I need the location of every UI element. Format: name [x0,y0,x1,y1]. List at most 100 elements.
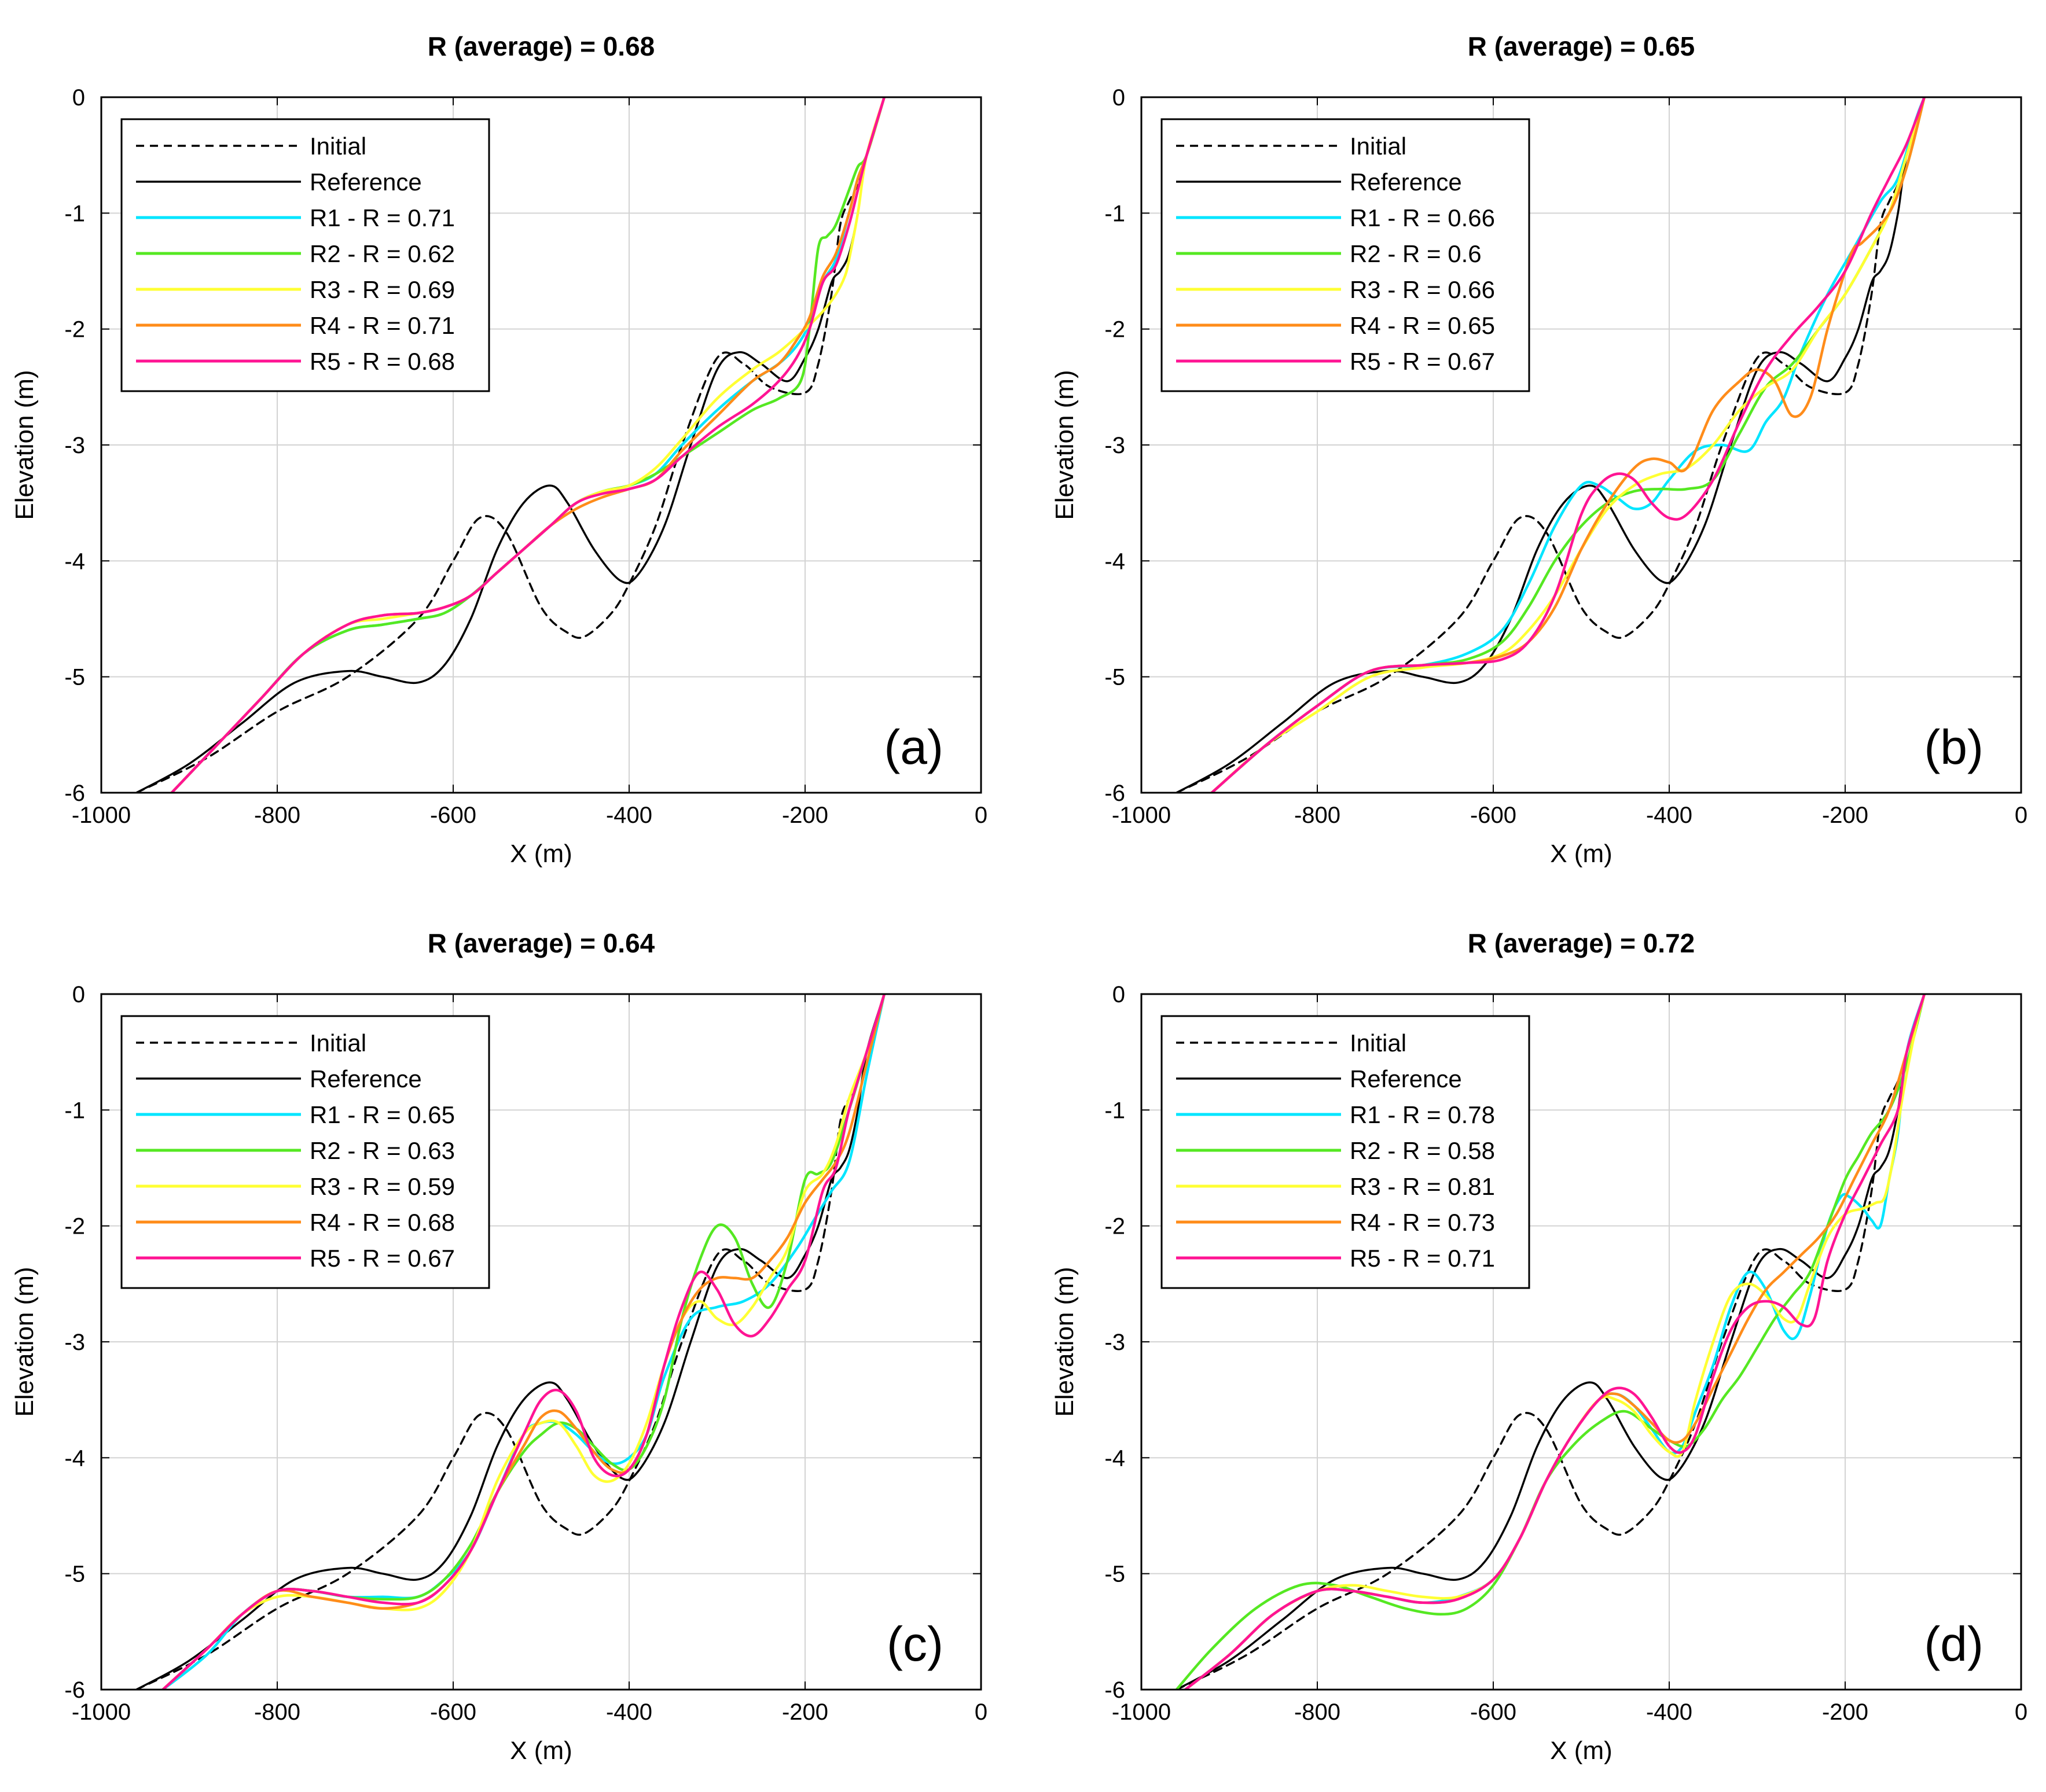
x-tick-label: -1000 [72,1699,131,1725]
y-tick-label: -6 [64,1677,85,1703]
y-tick-label: 0 [1112,982,1125,1007]
legend-label: R3 - R = 0.69 [310,276,455,303]
legend-label: R2 - R = 0.6 [1350,240,1482,267]
legend-label: R5 - R = 0.67 [310,1245,455,1272]
y-tick-label: -1 [64,201,85,226]
x-tick-label: -1000 [1112,803,1171,828]
legend-label: Initial [310,1029,366,1057]
legend-box [120,1015,490,1289]
x-tick-label: -1000 [72,803,131,828]
y-tick-label: -1 [1104,201,1125,226]
y-tick-label: -5 [64,1562,85,1587]
series-line-6 [161,994,886,1690]
series-lines [1176,97,1926,793]
legend-label: Reference [1350,1065,1462,1092]
x-tick-label: -1000 [1112,1699,1171,1725]
x-tick-label: -600 [1470,1699,1516,1725]
chart-title: R (average) = 0.68 [428,31,655,61]
y-tick-label: -4 [64,1445,85,1471]
chart-panel-d: -1000 -800 -600 -400 -200 0 0 -1 -2 -3 -4 -5 -6 R (av… [1050,928,2027,1765]
legend: Initial Reference R1 - R = 0.66 R2 - R = 0.… [1160,118,1530,392]
legend: Initial Reference R1 - R = 0.65 R2 - R = 0.… [120,1015,490,1289]
y-tick-label: -3 [1104,1330,1125,1355]
legend: Initial Reference R1 - R = 0.78 R2 - R = 0.… [1160,1015,1530,1289]
x-axis-label: X (m) [510,840,572,868]
axes-box [1140,96,2022,794]
x-axis-label: X (m) [1550,840,1612,868]
legend-label: Reference [310,1065,422,1092]
legend-label: Initial [1350,1029,1406,1057]
y-tick-label: -5 [64,665,85,690]
series-line-6 [1184,994,1926,1690]
panel-label: (d) [1924,1617,1983,1671]
legend: Initial Reference R1 - R = 0.71 R2 - R = 0.… [120,118,490,392]
y-tick-label: -2 [64,1214,85,1239]
series-line-3 [1175,994,1926,1690]
x-axis-label: X (m) [510,1736,572,1765]
x-tick-label: 0 [975,1699,987,1725]
chart-panel-c: -1000 -800 -600 -400 -200 0 0 -1 -2 -3 -4 -5 -6 R (av… [10,928,987,1765]
x-axis-label: X (m) [1550,1736,1612,1765]
series-line-1 [135,97,886,793]
legend-label: R5 - R = 0.67 [1350,348,1495,375]
y-axis-label: Elevation (m) [10,370,39,520]
chart-panel-b: -1000 -800 -600 -400 -200 0 0 -1 -2 -3 -4 -5 -6 R (av… [1050,31,2027,868]
y-tick-label: -4 [1104,549,1125,574]
chart-title: R (average) = 0.65 [1468,31,1695,61]
y-tick-label: -5 [1104,665,1125,690]
legend-box [1160,1015,1530,1289]
x-tick-label: -200 [1822,803,1868,828]
panel-label: (c) [887,1617,943,1671]
chart-panel-a: -1000 -800 -600 -400 -200 0 0 -1 -2 -3 -4 -5 -6 R (av… [10,31,987,868]
legend-label: R2 - R = 0.62 [310,240,455,267]
x-tick-label: -400 [1646,1699,1692,1725]
series-line-1 [1176,994,1926,1690]
axes-box [100,993,982,1691]
y-tick-label: -4 [1104,1445,1125,1471]
y-tick-label: -6 [1104,781,1125,806]
y-tick-label: -6 [64,781,85,806]
x-tick-label: -600 [430,803,476,828]
panel-label: (b) [1924,720,1983,774]
y-tick-label: -4 [64,549,85,574]
legend-box [120,118,490,392]
x-tick-label: -800 [254,803,300,828]
legend-label: R1 - R = 0.78 [1350,1101,1495,1128]
axes-box [1140,993,2022,1691]
chart-title: R (average) = 0.64 [428,928,655,958]
y-tick-label: 0 [72,982,85,1007]
y-tick-label: -3 [64,1330,85,1355]
legend-label: R1 - R = 0.71 [310,204,455,231]
legend-label: R1 - R = 0.65 [310,1101,455,1128]
x-tick-label: -400 [1646,803,1692,828]
x-tick-label: -200 [782,1699,828,1725]
legend-box [1160,118,1530,392]
legend-label: R1 - R = 0.66 [1350,204,1495,231]
x-tick-label: 0 [2015,1699,2027,1725]
y-tick-label: 0 [1112,85,1125,111]
chart-title: R (average) = 0.72 [1468,928,1695,958]
legend-label: R5 - R = 0.71 [1350,1245,1495,1272]
series-line-1 [1176,97,1926,793]
x-tick-label: -600 [430,1699,476,1725]
series-lines [135,97,886,793]
legend-label: Initial [1350,133,1406,160]
y-axis-label: Elevation (m) [1050,370,1079,520]
y-tick-label: -5 [1104,1562,1125,1587]
y-tick-label: -2 [64,317,85,343]
x-tick-label: -800 [1294,803,1340,828]
y-tick-label: -3 [64,433,85,458]
series-line-6 [170,97,886,793]
x-tick-label: 0 [975,803,987,828]
legend-label: R3 - R = 0.59 [310,1173,455,1200]
legend-label: R3 - R = 0.66 [1350,276,1495,303]
legend-label: R2 - R = 0.58 [1350,1137,1495,1164]
x-tick-label: -600 [1470,803,1516,828]
y-tick-label: -2 [1104,317,1125,343]
series-lines [135,994,886,1690]
x-tick-label: -800 [254,1699,300,1725]
x-tick-label: -200 [1822,1699,1868,1725]
x-tick-label: -400 [606,803,652,828]
y-axis-label: Elevation (m) [1050,1267,1079,1416]
